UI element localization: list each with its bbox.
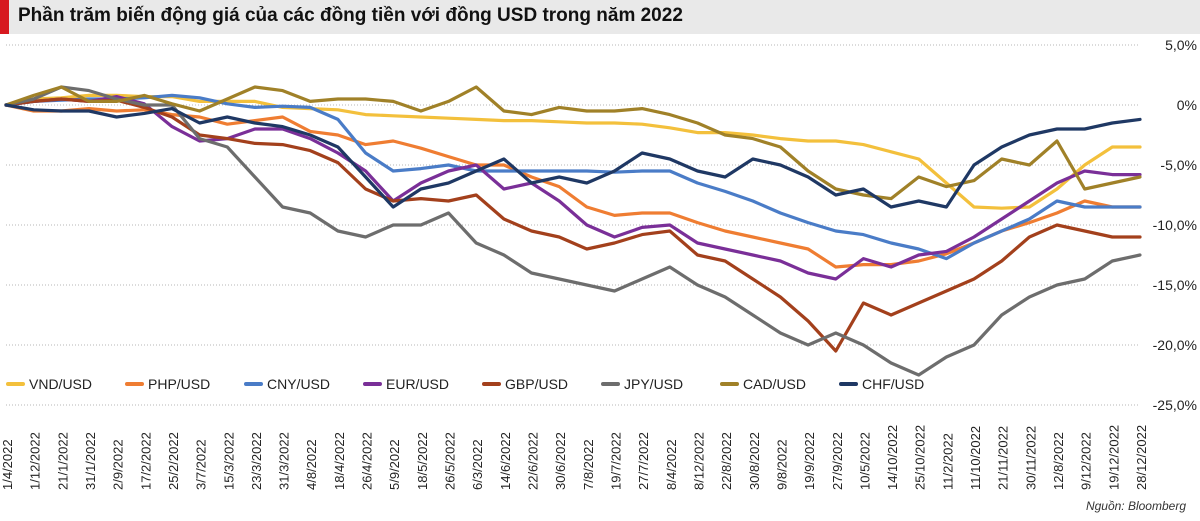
series-line-chf-usd xyxy=(4,103,1142,209)
series-line-eur-usd xyxy=(4,94,1142,281)
series-line-php-usd xyxy=(4,103,1142,269)
legend-item: VND/USD xyxy=(6,376,92,392)
legend-label: PHP/USD xyxy=(148,376,210,392)
chart-title: Phần trăm biến động giá của các đồng tiề… xyxy=(18,5,683,26)
x-tick-label: 19/9/2022 xyxy=(802,432,817,490)
legend-label: VND/USD xyxy=(29,376,92,392)
y-tick-label: -15,0% xyxy=(1153,277,1197,293)
x-tick-label: 31/3/2022 xyxy=(277,432,292,490)
x-tick-label: 23/3/2022 xyxy=(249,432,264,490)
legend-item: JPY/USD xyxy=(601,376,683,392)
y-tick-label: -10,0% xyxy=(1153,217,1197,233)
x-tick-label: 27/7/2022 xyxy=(636,432,651,490)
legend-item: EUR/USD xyxy=(363,376,449,392)
x-axis: 1/4/2022 1/12/2022 21/1/2022 31/1/2022 2/9/2… xyxy=(0,425,1149,490)
legend-item: GBP/USD xyxy=(482,376,568,392)
x-tick-label: 25/10/2022 xyxy=(913,425,928,490)
x-tick-label: 14/10/2022 xyxy=(885,425,900,490)
x-tick-label: 3/7/2022 xyxy=(194,439,209,490)
x-tick-label: 18/5/2022 xyxy=(415,432,430,490)
series-line-jpy-usd xyxy=(4,85,1142,377)
x-tick-label: 30/6/2022 xyxy=(553,432,568,490)
x-tick-label: 1/12/2022 xyxy=(28,432,43,490)
x-tick-label: 30/11/2022 xyxy=(1023,426,1038,490)
x-tick-label: 8/12/2022 xyxy=(691,432,706,490)
x-tick-label: 19/12/2022 xyxy=(1106,425,1121,490)
x-tick-label: 9/8/2022 xyxy=(774,439,789,490)
x-tick-label: 27/9/2022 xyxy=(830,432,845,490)
header-accent-bar xyxy=(0,0,9,34)
x-tick-label: 22/8/2022 xyxy=(719,432,734,490)
x-tick-label: 9/12/2022 xyxy=(1079,432,1094,490)
x-tick-label: 12/8/2022 xyxy=(1051,432,1066,490)
y-tick-label: -20,0% xyxy=(1153,337,1197,353)
legend: VND/USD PHP/USD CNY/USD EUR/USD GBP/USD JPY/U… xyxy=(6,376,924,392)
legend-label: CHF/USD xyxy=(862,376,924,392)
x-tick-label: 21/1/2022 xyxy=(55,432,70,490)
x-tick-label: 10/5/2022 xyxy=(857,432,872,490)
series-line-cad-usd xyxy=(4,85,1142,201)
x-tick-label: 5/9/2022 xyxy=(387,439,402,490)
y-tick-label: -5,0% xyxy=(1160,157,1197,173)
x-tick-label: 14/6/2022 xyxy=(498,432,513,490)
y-tick-label: 0% xyxy=(1177,97,1197,113)
legend-label: EUR/USD xyxy=(386,376,449,392)
x-tick-label: 21/11/2022 xyxy=(996,426,1011,490)
legend-label: JPY/USD xyxy=(624,376,683,392)
x-tick-label: 26/4/2022 xyxy=(360,432,375,490)
legend-label: GBP/USD xyxy=(505,376,568,392)
legend-item: CAD/USD xyxy=(720,376,806,392)
source-note: Nguồn: Bloomberg xyxy=(1085,499,1186,513)
x-tick-label: 15/3/2022 xyxy=(221,432,236,490)
x-tick-label: 22/6/2022 xyxy=(526,432,541,490)
x-tick-label: 25/2/2022 xyxy=(166,432,181,490)
x-tick-label: 26/5/2022 xyxy=(443,432,458,490)
x-tick-label: 18/4/2022 xyxy=(332,432,347,490)
x-tick-label: 11/2/2022 xyxy=(940,433,955,490)
x-tick-label: 6/3/2022 xyxy=(470,439,485,490)
y-axis: 5,0% 0% -5,0% -10,0% -15,0% -20,0% -25,0% xyxy=(1153,37,1197,413)
x-tick-label: 11/10/2022 xyxy=(968,426,983,490)
x-tick-label: 31/1/2022 xyxy=(83,432,98,490)
grid-lines xyxy=(6,44,1140,406)
x-tick-label: 28/12/2022 xyxy=(1134,425,1149,490)
x-tick-label: 7/8/2022 xyxy=(581,439,596,490)
y-tick-label: -25,0% xyxy=(1153,397,1197,413)
x-tick-label: 19/7/2022 xyxy=(608,432,623,490)
x-tick-label: 17/2/2022 xyxy=(138,432,153,490)
legend-label: CNY/USD xyxy=(267,376,330,392)
legend-item: CNY/USD xyxy=(244,376,330,392)
series-line-cny-usd xyxy=(4,93,1142,261)
legend-item: PHP/USD xyxy=(125,376,210,392)
x-tick-label: 8/4/2022 xyxy=(664,439,679,490)
x-tick-label: 1/4/2022 xyxy=(0,439,15,490)
legend-label: CAD/USD xyxy=(743,376,806,392)
y-tick-label: 5,0% xyxy=(1165,37,1197,53)
x-tick-label: 4/8/2022 xyxy=(304,439,319,490)
x-tick-label: 30/8/2022 xyxy=(747,432,762,490)
chart-header: Phần trăm biến động giá của các đồng tiề… xyxy=(0,0,1200,34)
legend-item: CHF/USD xyxy=(839,376,924,392)
series-lines xyxy=(4,85,1142,377)
x-tick-label: 2/9/2022 xyxy=(111,439,126,490)
